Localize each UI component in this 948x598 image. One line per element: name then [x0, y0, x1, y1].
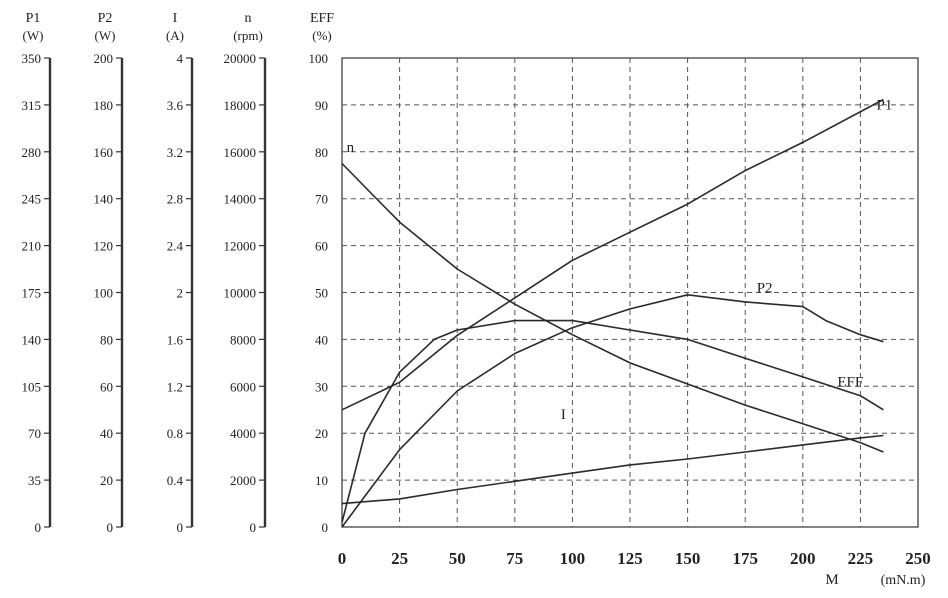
series-label-p2: P2: [757, 281, 773, 297]
scale-unit-i: (A): [166, 28, 184, 43]
series-line-n: [341, 162, 884, 453]
scale-tick-label-p2: 60: [100, 379, 113, 394]
scale-tick-label-p2: 180: [94, 98, 114, 113]
scale-tick-label-p2: 0: [107, 520, 114, 535]
scale-tick-label-i: 0.4: [167, 473, 184, 488]
scale-unit-n: (rpm): [233, 28, 263, 43]
scale-tick-label-n: 0: [250, 520, 257, 535]
scale-tick-label-p2: 200: [94, 51, 114, 66]
series-label-n: n: [347, 140, 355, 156]
series-label-i: I: [561, 407, 566, 423]
scale-tick-label-p1: 245: [22, 192, 42, 207]
scale-tick-label-eff: 70: [315, 192, 328, 207]
scale-tick-label-eff: 60: [315, 239, 328, 254]
scale-tick-label-p2: 80: [100, 332, 113, 347]
series-label-eff: EFF: [837, 374, 863, 390]
scale-unit-p2: (W): [95, 28, 116, 43]
scale-tick-label-i: 2: [177, 286, 184, 301]
series-line-eff: [341, 319, 884, 523]
x-tick-label: 0: [338, 549, 347, 568]
scale-tick-label-p1: 35: [28, 473, 41, 488]
scale-tick-label-n: 6000: [230, 379, 256, 394]
scale-tick-label-p2: 140: [94, 192, 114, 207]
scale-tick-label-p1: 105: [22, 379, 42, 394]
scale-tick-label-eff: 50: [315, 286, 328, 301]
x-tick-label: 25: [391, 549, 408, 568]
scale-tick-label-i: 4: [177, 51, 184, 66]
scale-tick-label-i: 2.4: [167, 239, 184, 254]
scale-tick-label-n: 16000: [224, 145, 257, 160]
scale-tick-label-p1: 0: [35, 520, 42, 535]
scale-tick-label-eff: 90: [315, 98, 328, 113]
scale-tick-label-eff: 30: [315, 379, 328, 394]
scale-tick-label-n: 4000: [230, 426, 256, 441]
scale-tick-label-n: 12000: [224, 239, 257, 254]
scale-tick-label-eff: 40: [315, 332, 328, 347]
scale-tick-label-i: 3.6: [167, 98, 184, 113]
scale-tick-label-p1: 350: [22, 51, 42, 66]
scale-tick-label-eff: 0: [322, 520, 329, 535]
scale-tick-label-i: 3.2: [167, 145, 183, 160]
scale-tick-label-p1: 315: [22, 98, 42, 113]
scale-tick-label-p2: 160: [94, 145, 114, 160]
series-line-p2: [341, 293, 884, 528]
x-tick-label: 175: [732, 549, 758, 568]
scale-tick-label-p2: 100: [94, 286, 114, 301]
scale-tick-label-eff: 80: [315, 145, 328, 160]
scale-tick-label-i: 1.2: [167, 379, 183, 394]
x-tick-label: 125: [617, 549, 643, 568]
scale-unit-p1: (W): [23, 28, 44, 43]
x-axis-unit: (mN.m): [881, 573, 926, 588]
x-tick-label: 75: [506, 549, 523, 568]
scale-label-eff: EFF: [310, 11, 334, 26]
scale-tick-label-n: 20000: [224, 51, 257, 66]
x-tick-label: 50: [449, 549, 466, 568]
series-label-p1: P1: [877, 98, 893, 114]
scale-tick-label-i: 1.6: [167, 332, 184, 347]
scale-tick-label-eff: 20: [315, 426, 328, 441]
scale-tick-label-p1: 140: [22, 332, 42, 347]
scale-tick-label-n: 14000: [224, 192, 257, 207]
x-tick-label: 225: [848, 549, 874, 568]
scale-tick-label-p1: 70: [28, 426, 41, 441]
scale-unit-eff: (%): [312, 28, 332, 43]
scale-tick-label-i: 0: [177, 520, 184, 535]
series-line-i: [341, 434, 884, 505]
scale-tick-label-n: 8000: [230, 332, 256, 347]
x-tick-label: 250: [905, 549, 931, 568]
scale-tick-label-eff: 100: [309, 51, 329, 66]
series-line-p1: [341, 98, 884, 411]
scale-tick-label-p1: 175: [22, 286, 42, 301]
scale-tick-label-p2: 20: [100, 473, 113, 488]
scale-label-p1: P1: [26, 11, 41, 26]
scale-label-p2: P2: [98, 11, 113, 26]
x-tick-label: 150: [675, 549, 701, 568]
scale-tick-label-n: 18000: [224, 98, 257, 113]
x-axis-label: M: [825, 572, 838, 588]
scale-label-n: n: [245, 11, 252, 26]
scale-label-i: I: [173, 11, 178, 26]
scale-tick-label-i: 0.8: [167, 426, 183, 441]
scale-tick-label-p1: 210: [22, 239, 42, 254]
scale-tick-label-n: 10000: [224, 286, 257, 301]
x-tick-label: 200: [790, 549, 816, 568]
scale-tick-label-eff: 10: [315, 473, 328, 488]
scale-tick-label-p2: 120: [94, 239, 114, 254]
scale-tick-label-p1: 280: [22, 145, 42, 160]
scale-tick-label-p2: 40: [100, 426, 113, 441]
scale-tick-label-n: 2000: [230, 473, 256, 488]
scale-tick-label-i: 2.8: [167, 192, 183, 207]
x-tick-label: 100: [560, 549, 586, 568]
